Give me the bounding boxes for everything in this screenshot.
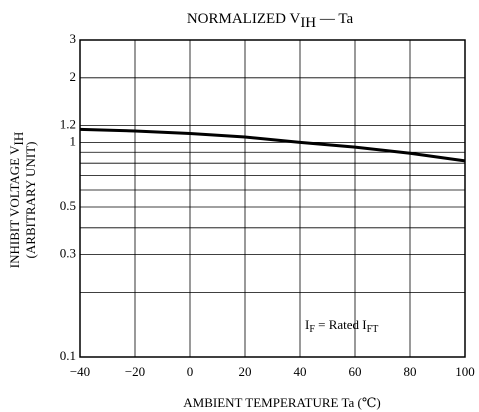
y-tick-label: 1 (70, 133, 77, 148)
y-tick-label: 1.2 (60, 116, 76, 131)
y-axis-label-line2: (ARBITRARY UNIT) (23, 142, 38, 259)
x-tick-label: 40 (294, 364, 307, 379)
chart-title: NORMALIZED VIH — Ta (187, 11, 354, 31)
plot-frame (79, 39, 466, 358)
x-tick-label: 0 (187, 364, 194, 379)
y-axis-label: INHIBIT VOLTAGE VIH (ARBITRARY UNIT) (7, 132, 38, 268)
y-tick-label: 3 (70, 31, 77, 46)
x-tick-label: 60 (349, 364, 362, 379)
y-tick-label: 0.1 (60, 348, 76, 363)
y-tick-label: 0.3 (60, 246, 76, 261)
annotation: IF = Rated IFT (305, 317, 378, 335)
x-tick-label: 20 (239, 364, 252, 379)
x-axis-label: AMBIENT TEMPERATURE Ta (℃) (183, 395, 380, 410)
data-line (79, 127, 466, 163)
y-axis-label-line1: INHIBIT VOLTAGE VIH (7, 132, 26, 268)
y-tick-label: 0.5 (60, 198, 76, 213)
x-tick-label: 100 (455, 364, 475, 379)
y-tick-label: 2 (70, 69, 77, 84)
x-tick-label: −20 (125, 364, 145, 379)
x-tick-label: −40 (70, 364, 90, 379)
x-tick-label: 80 (404, 364, 417, 379)
